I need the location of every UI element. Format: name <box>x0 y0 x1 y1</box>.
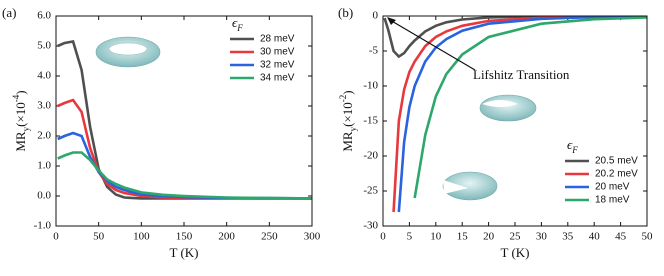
x-tick-label: 300 <box>304 231 321 243</box>
y-axis-label-part: ) <box>340 90 355 94</box>
crescent-icon <box>442 171 498 201</box>
y-tick-label: 4.0 <box>37 70 51 82</box>
y-tick-label: 0.0 <box>37 190 51 202</box>
y-tick-label: 1.0 <box>37 160 51 172</box>
x-tick-label: 150 <box>176 231 193 243</box>
y-tick-label: -20 <box>363 150 378 162</box>
legend-label: 20 meV <box>595 182 630 193</box>
x-tick-label: 10 <box>430 231 442 243</box>
y-tick-label: 5.0 <box>37 40 51 52</box>
y-axis-label-part: y <box>21 126 31 131</box>
x-tick-label: 50 <box>642 231 654 243</box>
y-axis-label-part: (×10 <box>13 102 28 127</box>
y-axis-label-part: -2 <box>338 95 348 103</box>
legend-title-part: ϵ <box>567 137 573 152</box>
line-series <box>57 151 312 200</box>
y-tick-label: -30 <box>363 220 378 232</box>
y-axis-label: MRy(×10-2) <box>338 90 358 151</box>
x-tick-label: 100 <box>133 231 150 243</box>
arrow-head <box>387 17 396 25</box>
y-axis-label-part: ) <box>13 90 28 94</box>
legend-label: 18 meV <box>595 195 630 206</box>
x-tick-label: 50 <box>93 231 105 243</box>
x-axis-label: T (K) <box>500 245 529 260</box>
legend-label: 28 meV <box>260 34 295 45</box>
plot-frame <box>382 15 648 227</box>
y-tick-label: 3.0 <box>37 100 51 112</box>
legend-label: 32 meV <box>260 60 295 71</box>
line-series <box>397 16 647 213</box>
x-tick-label: 30 <box>536 231 548 243</box>
annotation-arrow <box>389 19 476 71</box>
x-tick-label: 200 <box>218 231 235 243</box>
y-tick-label: -25 <box>363 185 378 197</box>
x-tick-label: 45 <box>615 231 627 243</box>
x-tick-label: 20 <box>483 231 495 243</box>
y-tick-label: 2.0 <box>37 130 51 142</box>
x-tick-label: 0 <box>380 231 386 243</box>
x-axis-label: T (K) <box>169 245 198 260</box>
y-axis-label-part: MR <box>13 131 28 152</box>
legend-label: 30 meV <box>260 47 295 58</box>
y-tick-label: -1.0 <box>34 220 52 232</box>
x-tick-label: 5 <box>407 231 413 243</box>
legend-label: 20.2 meV <box>595 169 638 180</box>
crescent-icon <box>479 94 537 122</box>
y-axis-label-part: y <box>348 126 358 131</box>
y-tick-label: -10 <box>363 80 378 92</box>
torus-icon <box>95 36 161 68</box>
legend-title: ϵF <box>567 137 578 155</box>
y-tick-label: 0 <box>373 10 379 22</box>
x-tick-label: 15 <box>457 231 469 243</box>
legend-label: 34 meV <box>260 73 295 84</box>
plot-frame <box>55 15 313 227</box>
annotation: Lifshitz Transition <box>473 67 570 82</box>
y-tick-label: -15 <box>363 115 378 127</box>
legend-title-part: F <box>571 145 578 155</box>
y-axis-label: MRy(×10-4) <box>11 90 31 151</box>
x-tick-label: 250 <box>261 231 278 243</box>
x-tick-label: 0 <box>53 231 59 243</box>
panel-label: (b) <box>338 5 353 20</box>
line-series <box>413 16 647 199</box>
x-tick-label: 35 <box>562 231 574 243</box>
legend-title-part: ϵ <box>232 15 238 30</box>
y-tick-label: 6.0 <box>37 10 51 22</box>
legend-label: 20.5 meV <box>595 156 638 167</box>
y-axis-label-part: MR <box>340 131 355 152</box>
panel-label: (a) <box>2 5 16 20</box>
y-axis-label-part: (×10 <box>340 102 355 127</box>
y-tick-label: -5 <box>369 45 379 57</box>
x-tick-label: 25 <box>510 231 522 243</box>
x-tick-label: 40 <box>589 231 601 243</box>
legend-title-part: F <box>236 23 243 33</box>
y-axis-label-part: -4 <box>11 94 21 102</box>
line-series <box>383 16 647 59</box>
legend-title: ϵF <box>232 15 243 33</box>
